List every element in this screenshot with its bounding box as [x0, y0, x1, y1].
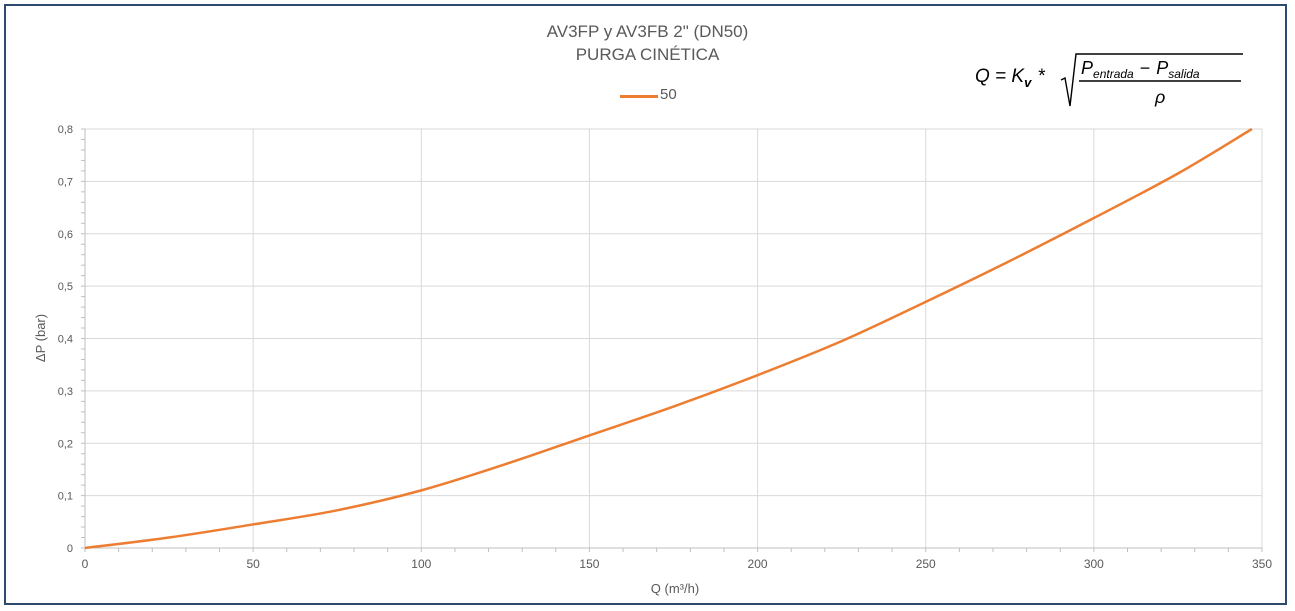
formula-p-out: P	[1156, 58, 1168, 78]
formula-rho: ρ	[1154, 87, 1165, 107]
legend-label: 50	[660, 86, 677, 103]
legend-swatch	[620, 95, 658, 98]
formula-lhs: Q = K	[975, 66, 1025, 87]
formula-minus: −	[1140, 58, 1151, 78]
formula-p-in: P	[1081, 58, 1093, 78]
flow-formula: Q = Kv * Pentrada − Psalida ρ	[975, 53, 1243, 107]
chart-subtitle: PURGA CINÉTICA	[575, 45, 720, 64]
chart-title: AV3FP y AV3FB 2" (DN50)	[546, 22, 749, 41]
formula-in-sub: entrada	[1093, 67, 1134, 81]
svg-text:Pentrada−Psalida: Pentrada − Psalida	[1081, 58, 1200, 81]
formula-times: *	[1037, 66, 1045, 87]
formula-kv-sub: v	[1024, 75, 1032, 90]
svg-text:Q = Kv*: Q = Kv *	[975, 66, 1045, 90]
formula-out-sub: salida	[1168, 67, 1200, 81]
